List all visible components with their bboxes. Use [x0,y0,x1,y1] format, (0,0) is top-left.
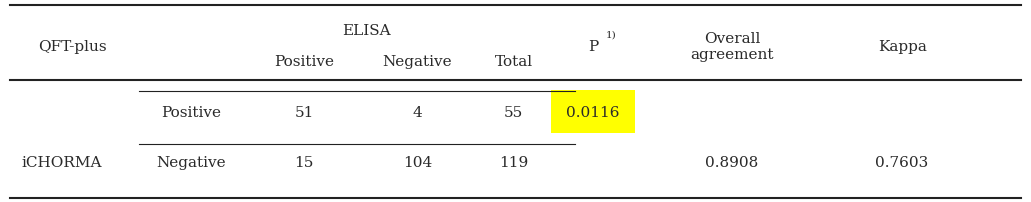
Text: iCHORMA: iCHORMA [22,156,102,169]
Text: P: P [588,40,598,53]
Text: 4: 4 [412,105,423,119]
Text: Negative: Negative [383,55,453,68]
Text: Overall
agreement: Overall agreement [691,32,773,61]
Text: 1): 1) [606,31,617,40]
Text: 119: 119 [499,156,528,169]
Text: 15: 15 [295,156,313,169]
Text: Kappa: Kappa [877,40,927,53]
Text: 0.8908: 0.8908 [705,156,759,169]
Text: Total: Total [495,55,532,68]
Text: QFT-plus: QFT-plus [38,40,106,53]
Text: Positive: Positive [161,105,221,119]
Text: 51: 51 [295,105,313,119]
Text: ELISA: ELISA [341,24,391,38]
Text: Positive: Positive [274,55,334,68]
Text: 104: 104 [403,156,432,169]
Text: 0.0116: 0.0116 [566,105,620,119]
Text: 0.7603: 0.7603 [875,156,929,169]
Text: 55: 55 [504,105,523,119]
Text: Negative: Negative [156,156,226,169]
FancyBboxPatch shape [551,91,635,133]
